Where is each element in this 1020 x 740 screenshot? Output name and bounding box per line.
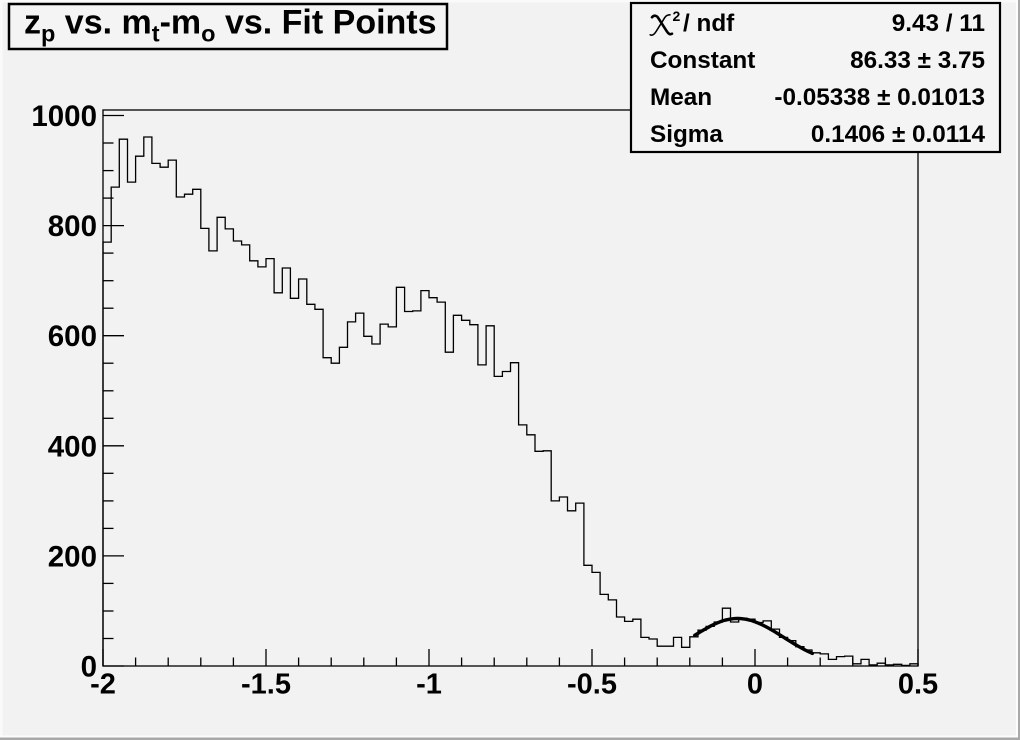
svg-text:Mean: Mean bbox=[650, 84, 712, 111]
svg-text:-0.5: -0.5 bbox=[567, 669, 617, 701]
svg-text:0: 0 bbox=[747, 669, 763, 701]
svg-text:86.33 ± 3.75: 86.33 ± 3.75 bbox=[850, 47, 985, 74]
svg-text:800: 800 bbox=[48, 210, 97, 243]
svg-text:9.43 / 11: 9.43 / 11 bbox=[892, 10, 985, 37]
svg-text:0.5: 0.5 bbox=[898, 669, 938, 701]
svg-text:Sigma: Sigma bbox=[650, 121, 723, 148]
svg-text:2: 2 bbox=[673, 8, 681, 24]
svg-text:0: 0 bbox=[81, 651, 97, 684]
svg-text:0.1406 ± 0.0114: 0.1406 ± 0.0114 bbox=[811, 121, 986, 148]
svg-text:-1.5: -1.5 bbox=[241, 669, 291, 701]
svg-text:600: 600 bbox=[48, 320, 97, 353]
svg-text:-1: -1 bbox=[416, 669, 442, 701]
svg-text:-2: -2 bbox=[90, 669, 116, 701]
svg-text:400: 400 bbox=[48, 430, 97, 463]
svg-text:-0.05338 ± 0.01013: -0.05338 ± 0.01013 bbox=[774, 84, 985, 111]
svg-text:/ ndf: / ndf bbox=[683, 10, 735, 37]
svg-text:zp vs. mt-mo vs. Fit Points: zp vs. mt-mo vs. Fit Points bbox=[24, 4, 437, 47]
svg-text:1000: 1000 bbox=[31, 100, 97, 133]
svg-text:200: 200 bbox=[48, 540, 97, 573]
svg-text:Constant: Constant bbox=[650, 47, 755, 74]
